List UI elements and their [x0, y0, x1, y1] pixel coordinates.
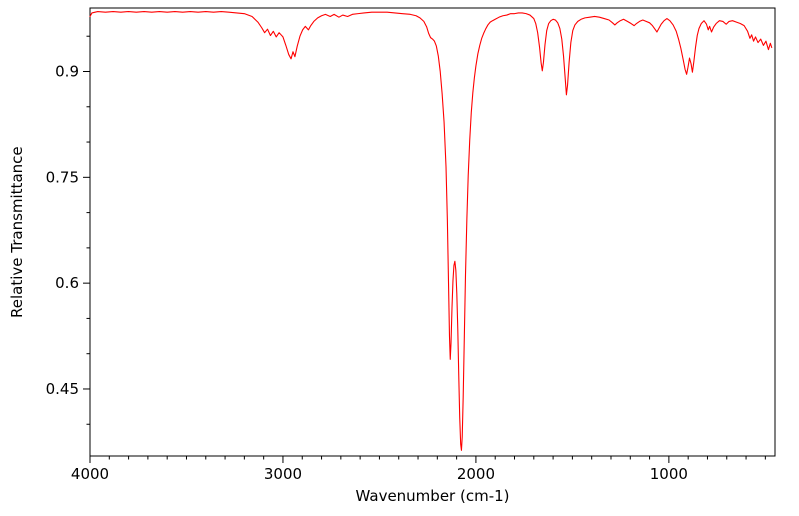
x-tick-label: 2000 — [457, 465, 495, 483]
x-axis-label: Wavenumber (cm-1) — [355, 487, 510, 505]
y-axis-label: Relative Transmittance — [8, 146, 26, 318]
y-tick-label: 0.75 — [46, 168, 79, 186]
x-tick-label: 4000 — [71, 465, 109, 483]
spectrum-line — [89, 10, 773, 451]
plot-frame — [89, 7, 776, 457]
y-tick-label: 0.9 — [55, 62, 79, 80]
x-tick-label: 3000 — [264, 465, 302, 483]
y-tick-label: 0.6 — [55, 274, 79, 292]
x-tick-label: 1000 — [650, 465, 688, 483]
y-tick-label: 0.45 — [46, 380, 79, 398]
